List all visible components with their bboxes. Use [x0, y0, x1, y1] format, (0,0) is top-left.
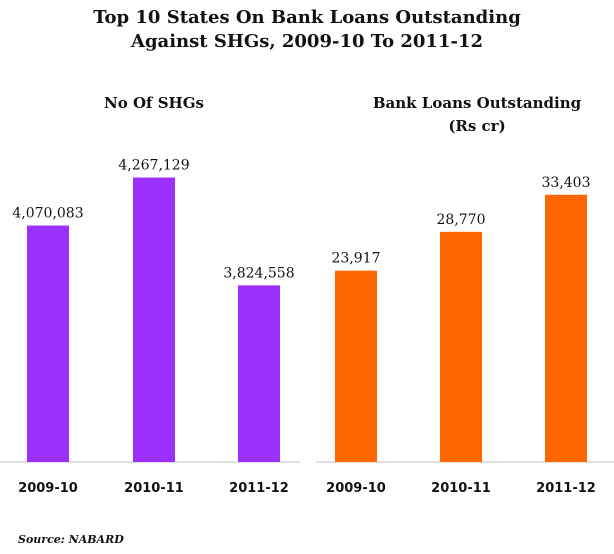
chart-title: Top 10 States On Bank Loans Outstanding …: [0, 6, 614, 54]
loans-tick-label-2009-10: 2009-10: [326, 481, 386, 496]
shgs-panel-title-line-1: No Of SHGs: [104, 94, 204, 112]
shgs-bar-2011-12: [238, 285, 280, 462]
loans-value-label-2010-11: 28,770: [437, 212, 486, 228]
shgs-tick-label-2011-12: 2011-12: [229, 481, 289, 496]
loans-tick-label-2011-12: 2011-12: [536, 481, 596, 496]
shgs-bar-2010-11: [133, 177, 175, 462]
shgs-value-label-2009-10: 4,070,083: [12, 206, 83, 222]
shgs-tick-label-2010-11: 2010-11: [124, 481, 184, 496]
loans-panel-title-line-2: (Rs cr): [448, 117, 505, 135]
shgs-value-label-2010-11: 4,267,129: [118, 158, 189, 174]
loans-bar-2010-11: [440, 231, 482, 462]
shgs-tick-label-2009-10: 2009-10: [18, 481, 78, 496]
shgs-value-label-2011-12: 3,824,558: [223, 265, 294, 281]
chart-title-line-1: Top 10 States On Bank Loans Outstanding: [93, 7, 521, 28]
loans-value-label-2009-10: 23,917: [332, 251, 381, 267]
loans-value-label-2011-12: 33,403: [542, 175, 591, 191]
loans-bar-2011-12: [545, 194, 587, 462]
shgs-bar-2009-10: [27, 225, 69, 462]
loans-bar-2009-10: [335, 270, 377, 462]
loans-tick-label-2010-11: 2010-11: [431, 481, 491, 496]
source-note: Source: NABARD: [18, 533, 124, 546]
chart-title-line-2: Against SHGs, 2009-10 To 2011-12: [130, 31, 483, 52]
loans-panel-title-line-1: Bank Loans Outstanding: [373, 94, 582, 112]
